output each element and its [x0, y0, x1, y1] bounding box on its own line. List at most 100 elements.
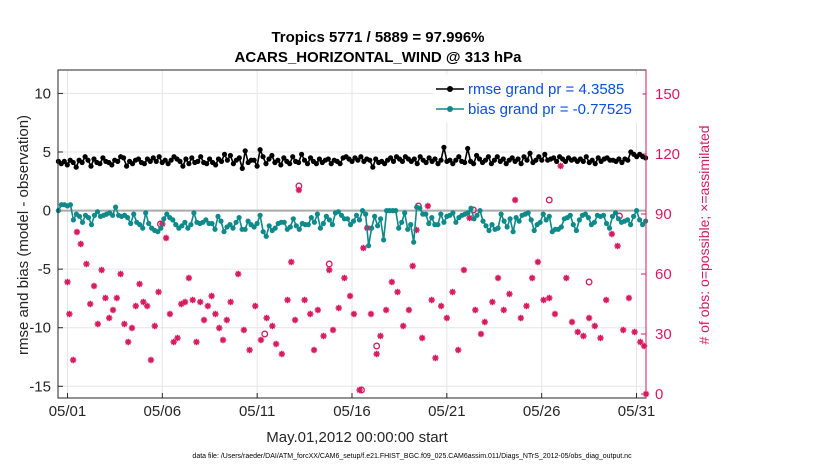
obs-assimilated-marker [341, 274, 348, 282]
obs-assimilated-marker [128, 324, 136, 332]
rmse-series-point [296, 159, 302, 166]
obs-assimilated-marker [356, 386, 363, 394]
obs-assimilated-marker [625, 294, 633, 302]
rmse-series-point [447, 157, 453, 163]
obs-assimilated-marker [551, 310, 559, 318]
obs-assimilated-marker [143, 302, 151, 310]
bias-series-point [251, 224, 257, 230]
bias-series-point [185, 225, 191, 231]
rmse-series-point [165, 161, 171, 167]
rmse-series-point [524, 157, 530, 163]
rmse-series-point [373, 156, 379, 162]
obs-assimilated-marker [121, 320, 128, 328]
rmse-series-point [414, 161, 420, 167]
rmse-series-point [204, 161, 210, 167]
bias-series-point [378, 216, 384, 222]
bias-series-point [507, 216, 513, 222]
rmse-series-point [619, 159, 625, 166]
bias-series-point [146, 220, 152, 227]
obs-assimilated-marker [83, 260, 90, 268]
bias-series-point [363, 211, 369, 217]
bias-series-point [438, 211, 444, 217]
bias-series-point [634, 208, 640, 214]
rmse-series-point [453, 157, 459, 163]
rmse-series-point [417, 154, 423, 160]
obs-assimilated-marker [428, 296, 435, 304]
rmse-series-point [183, 156, 189, 162]
obs-assimilated-marker [424, 202, 432, 210]
obs-assimilated-marker [405, 306, 413, 314]
obs-assimilated-marker [151, 322, 158, 330]
bias-series-point [170, 217, 176, 223]
obs-assimilated-marker [162, 234, 170, 242]
bias-series-point [372, 213, 378, 219]
obs-assimilated-marker [124, 338, 132, 346]
bias-series-point [161, 216, 167, 222]
bias-series-point [245, 218, 251, 224]
bias-series-point [435, 222, 441, 228]
obs-assimilated-marker [608, 230, 616, 238]
rmse-series-point [536, 154, 542, 160]
bias-series-point [128, 220, 134, 227]
bias-series-point [567, 212, 573, 218]
bias-series-point [396, 225, 402, 231]
obs-assimilated-marker [335, 304, 342, 312]
bias-series-point [212, 226, 218, 232]
obs-assimilated-marker [189, 296, 196, 304]
rmse-series-point [287, 161, 293, 167]
obs-assimilated-marker [284, 296, 291, 304]
rmse-series-point [595, 155, 601, 161]
bias-series-point [453, 219, 459, 225]
bias-series-point [609, 213, 616, 219]
bias-series-point [287, 224, 293, 230]
bias-series-point [615, 216, 622, 222]
bias-series-point [528, 217, 534, 223]
bias-series-point [164, 211, 170, 217]
obs-assimilated-marker [193, 338, 200, 346]
bias-series-point [173, 222, 179, 228]
obs-assimilated-marker [614, 242, 621, 250]
bias-series-point [347, 222, 354, 228]
obs-assimilated-marker [307, 310, 314, 318]
rmse-series-point [367, 157, 373, 163]
rmse-series-point [494, 154, 500, 160]
obs-assimilated-marker [568, 318, 576, 326]
rmse-series-point [554, 158, 560, 164]
obs-assimilated-marker [69, 356, 77, 364]
rmse-series-point [177, 158, 183, 164]
rmse-series-point [423, 159, 429, 166]
obs-assimilated-marker [301, 296, 308, 304]
bias-series-point [510, 229, 516, 235]
obs-assimilated-marker [257, 336, 265, 344]
rmse-series-point [275, 157, 281, 163]
obs-assimilated-marker [170, 338, 177, 346]
rmse-series-point [474, 152, 480, 159]
rmse-series-point [482, 157, 489, 163]
bias-series-point [125, 215, 131, 221]
legend-entry: bias grand pr = -0.77525 [468, 101, 632, 118]
bias-series-point [305, 222, 311, 228]
bias-series-point [293, 223, 299, 229]
bias-series-point [143, 210, 149, 216]
rmse-series-point [115, 158, 121, 164]
bias-series-point [353, 212, 360, 218]
rmse-series-point [281, 155, 287, 161]
bias-series-point [76, 213, 83, 219]
rmse-series-point [73, 164, 79, 170]
bias-series-point [88, 222, 95, 228]
obs-assimilated-marker [500, 306, 507, 314]
rmse-series-point [79, 159, 85, 166]
obs-assimilated-marker [87, 300, 94, 308]
bias-series-point [263, 233, 269, 239]
obs-assimilated-marker [528, 274, 536, 282]
bias-series-point [182, 219, 188, 225]
obs-assimilated-marker [437, 302, 445, 310]
obs-assimilated-marker [252, 302, 259, 310]
bias-series-point [486, 227, 492, 234]
obs-assimilated-marker [534, 258, 542, 266]
obs-assimilated-marker [204, 302, 212, 310]
rmse-series-point [515, 156, 521, 162]
obs-assimilated-marker [409, 262, 416, 270]
bias-series-point [628, 222, 634, 228]
rmse-series-point [539, 157, 545, 163]
